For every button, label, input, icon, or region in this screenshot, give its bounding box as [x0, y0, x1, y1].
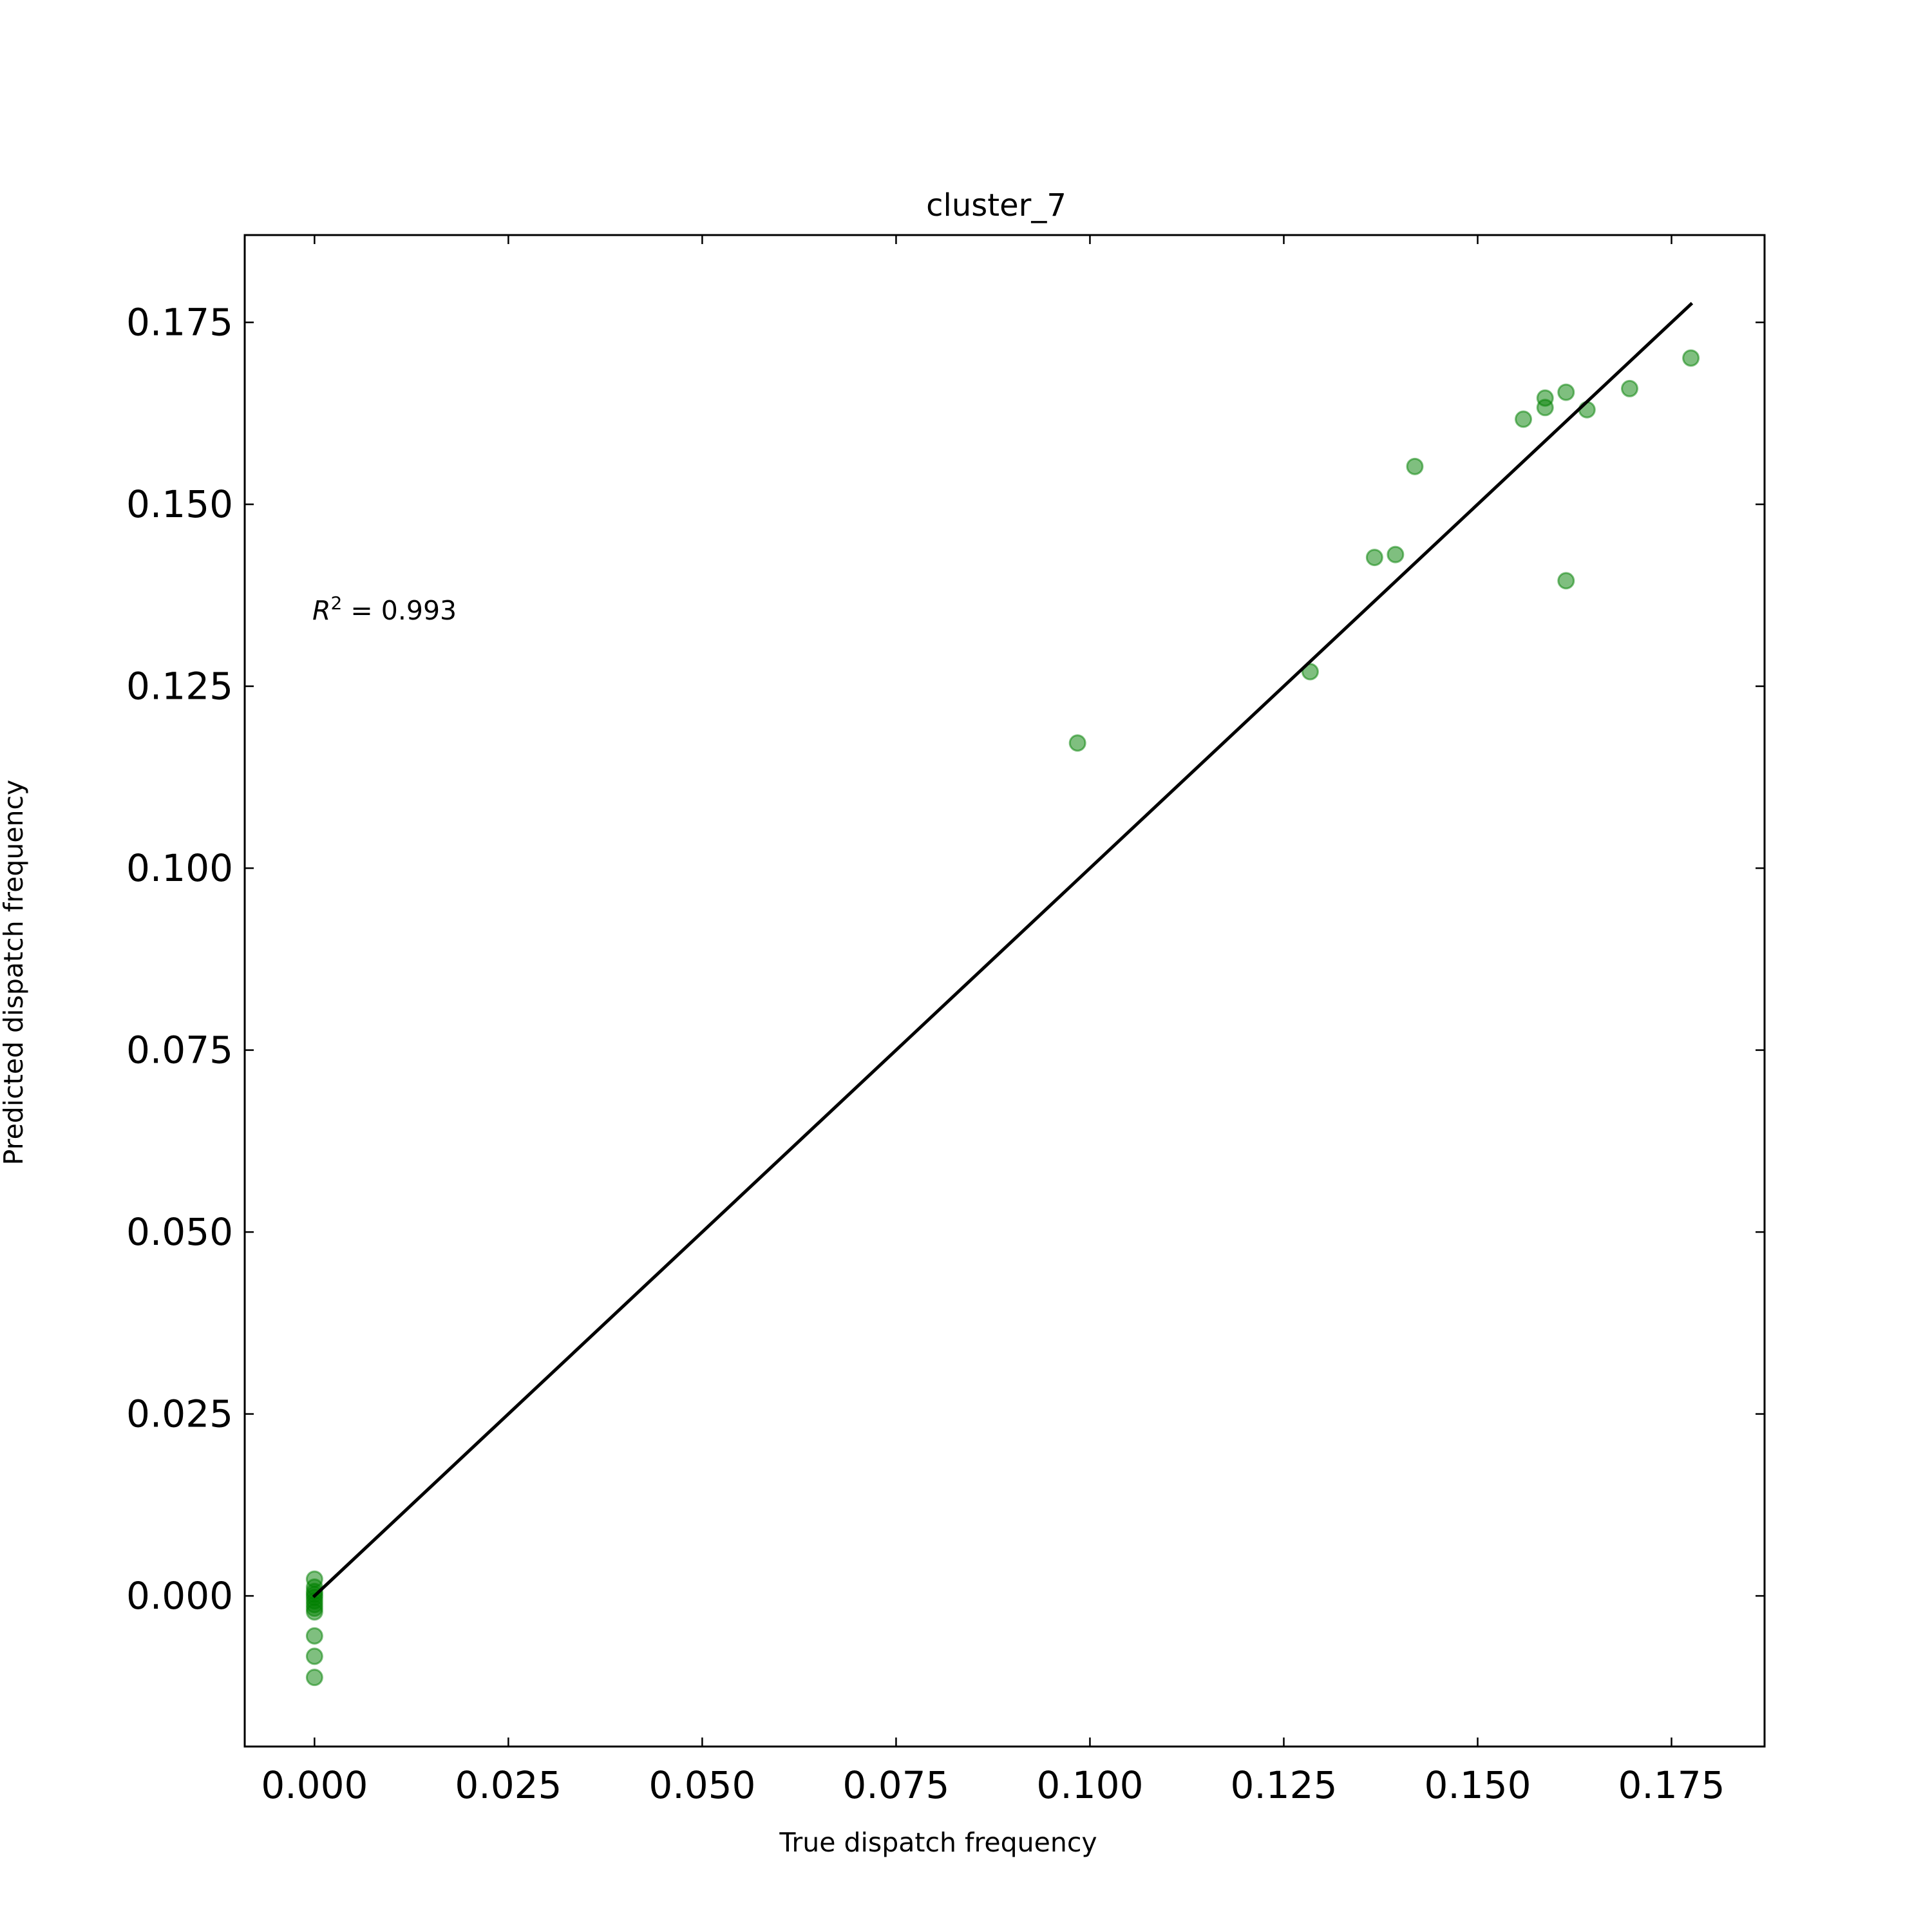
y-tick-label: 0.150: [126, 482, 233, 526]
x-tick-label: 0.125: [1230, 1763, 1337, 1807]
scatter-point: [305, 1603, 323, 1621]
scatter-point: [1620, 379, 1638, 397]
x-axis-title: True dispatch frequency: [779, 1827, 1097, 1858]
scatter-point: [1068, 734, 1086, 752]
x-tick-label: 0.000: [261, 1763, 368, 1807]
y-tick-label: 0.075: [126, 1028, 233, 1072]
scatter-point: [1536, 399, 1554, 417]
scatter-point: [1515, 410, 1533, 428]
scatter-point: [1682, 349, 1700, 367]
r-squared-annotation: R2 = 0.993: [312, 592, 457, 626]
x-tick-label: 0.025: [455, 1763, 562, 1807]
r-squared-exponent: 2: [331, 592, 343, 614]
plot-area: 0.000 0.025 0.050 0.075 0.100 0.125 0.150 0.175…: [126, 234, 1766, 1807]
x-tick-label: 0.050: [649, 1763, 755, 1807]
identity-line: [312, 301, 1694, 1598]
x-tick-label: 0.075: [842, 1763, 949, 1807]
scatter-point: [1578, 401, 1596, 419]
y-axis-title: Predicted dispatch frequency: [0, 780, 29, 1166]
scatter-point: [1301, 663, 1319, 681]
scatter-point: [1387, 545, 1405, 564]
y-tick-label: 0.125: [126, 665, 233, 708]
x-tick-label: 0.150: [1424, 1763, 1531, 1807]
r-squared-symbol: R: [312, 595, 331, 626]
chart-title: cluster_7: [926, 187, 1066, 223]
x-tick-label: 0.175: [1618, 1763, 1725, 1807]
scatter-point: [1365, 549, 1383, 567]
scatter-point: [305, 1669, 323, 1687]
y-tick-label: 0.025: [126, 1392, 233, 1436]
scatter-point: [1557, 572, 1575, 590]
y-tick-label: 0.050: [126, 1210, 233, 1254]
axes-frame: [243, 234, 1766, 1748]
x-tick-label: 0.100: [1036, 1763, 1143, 1807]
y-tick-label: 0.175: [126, 301, 233, 345]
scatter-point: [1406, 457, 1424, 475]
y-tick-label: 0.100: [126, 846, 233, 890]
y-tick-label: 0.000: [126, 1574, 233, 1618]
scatter-point: [305, 1627, 323, 1645]
scatter-point: [305, 1647, 323, 1665]
r-squared-value: = 0.993: [342, 595, 457, 626]
scatter-point: [1557, 383, 1575, 401]
